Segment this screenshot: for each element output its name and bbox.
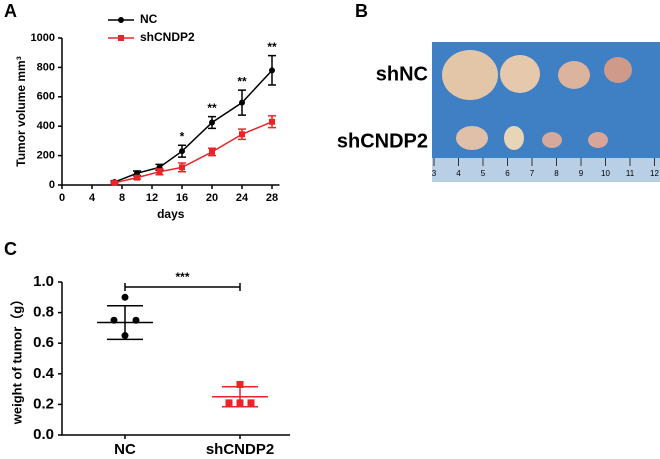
ruler-label: 9 (579, 169, 584, 178)
significance-bracket (124, 283, 241, 291)
annotation: ** (267, 40, 277, 54)
panel-label: B (355, 1, 368, 21)
point (121, 293, 129, 301)
y-tick-label: 0.6 (33, 334, 54, 351)
y-tick-label: 400 (37, 120, 55, 132)
axis (61, 38, 280, 186)
point (179, 164, 185, 171)
y-tick-label: 800 (37, 61, 55, 73)
x-tick-label: NC (114, 441, 136, 458)
ruler-label: 8 (554, 169, 559, 178)
y-axis-label: Tumor volume mm³ (14, 56, 28, 166)
legend-marker (118, 35, 124, 41)
axis (61, 282, 290, 436)
ruler-label: 3 (432, 169, 437, 178)
tumor (542, 132, 562, 148)
y-tick-label: 0.0 (33, 426, 54, 443)
ruler-label: 11 (626, 169, 635, 178)
ruler-label: 10 (601, 169, 610, 178)
point (247, 399, 255, 407)
y-tick-label: 0 (49, 179, 55, 191)
point (134, 174, 140, 181)
legend-label: shCNDP2 (140, 30, 195, 44)
row-label: shCNDP2 (337, 130, 428, 152)
ruler-label: 6 (505, 169, 510, 178)
point (269, 118, 275, 125)
point (179, 148, 185, 155)
x-tick-label: 4 (89, 192, 96, 204)
point (239, 99, 245, 106)
legend-label: NC (140, 12, 158, 26)
y-tick-label: 1000 (31, 32, 55, 44)
x-axis-label: days (157, 207, 185, 221)
ruler-label: 5 (481, 169, 486, 178)
tumor (456, 126, 488, 150)
x-tick-label: 28 (266, 192, 278, 204)
tumor (442, 50, 498, 100)
point (225, 399, 233, 407)
y-tick-label: 600 (37, 91, 55, 103)
y-axis-label: weight of tumor（g） (9, 293, 24, 425)
tumor (500, 55, 540, 93)
point (156, 168, 163, 175)
ruler-label: 12 (650, 169, 659, 178)
point (236, 399, 244, 407)
y-tick-label: 0.4 (33, 365, 55, 382)
x-tick-label: shCNDP2 (206, 441, 274, 458)
significance-label: *** (175, 270, 189, 284)
annotation: ** (237, 74, 247, 88)
x-tick-label: 8 (119, 192, 125, 204)
annotation: * (180, 129, 185, 143)
ruler-label: 4 (456, 169, 461, 178)
ruler (432, 158, 660, 182)
row-label: shNC (376, 63, 428, 85)
panel-label: A (4, 1, 17, 21)
tumor (588, 132, 608, 148)
annotation: ** (207, 101, 217, 115)
point (121, 332, 129, 340)
x-tick-label: 16 (176, 192, 188, 204)
point (239, 131, 245, 138)
point (111, 179, 118, 186)
point (236, 381, 244, 389)
ruler-label: 7 (530, 169, 535, 178)
x-tick-label: 0 (59, 192, 65, 204)
point (110, 316, 118, 324)
x-tick-label: 20 (206, 192, 218, 204)
x-tick-label: 24 (236, 192, 249, 204)
point (132, 316, 140, 324)
x-tick-label: 12 (146, 192, 158, 204)
point (269, 67, 275, 74)
tumor (504, 126, 524, 150)
series-line (114, 69, 273, 183)
y-tick-label: 0.2 (33, 395, 54, 412)
y-tick-label: 200 (37, 150, 55, 162)
y-tick-label: 1.0 (33, 273, 54, 290)
legend-marker (118, 17, 124, 23)
y-tick-label: 0.8 (33, 304, 54, 321)
point (209, 148, 215, 155)
tumor (558, 61, 590, 89)
panel-label: C (4, 239, 17, 259)
point (209, 119, 215, 126)
tumor (604, 57, 632, 83)
